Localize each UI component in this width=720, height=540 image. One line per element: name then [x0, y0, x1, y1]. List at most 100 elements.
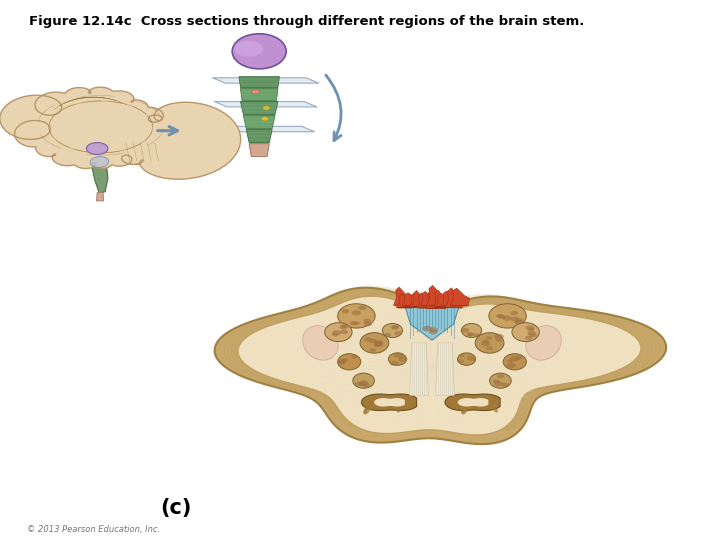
Polygon shape: [240, 102, 278, 114]
Ellipse shape: [503, 354, 526, 370]
Ellipse shape: [528, 330, 536, 335]
Polygon shape: [361, 394, 417, 410]
Ellipse shape: [351, 355, 358, 359]
Ellipse shape: [113, 138, 158, 165]
Ellipse shape: [390, 361, 399, 366]
Ellipse shape: [475, 333, 504, 353]
Polygon shape: [215, 288, 666, 444]
Ellipse shape: [498, 315, 505, 319]
Ellipse shape: [391, 325, 399, 330]
Ellipse shape: [473, 333, 479, 336]
Ellipse shape: [352, 310, 361, 315]
Polygon shape: [215, 102, 318, 107]
Ellipse shape: [528, 327, 534, 331]
Ellipse shape: [486, 336, 492, 340]
Ellipse shape: [332, 330, 341, 335]
Ellipse shape: [341, 329, 348, 334]
Ellipse shape: [486, 346, 493, 350]
Ellipse shape: [459, 354, 464, 357]
Ellipse shape: [467, 355, 476, 361]
Polygon shape: [243, 116, 275, 129]
Ellipse shape: [514, 320, 522, 325]
Ellipse shape: [374, 340, 383, 345]
Polygon shape: [394, 287, 410, 305]
Ellipse shape: [374, 342, 382, 347]
Ellipse shape: [526, 326, 562, 360]
Ellipse shape: [458, 353, 475, 365]
Ellipse shape: [496, 314, 503, 318]
Polygon shape: [420, 292, 436, 306]
Ellipse shape: [363, 383, 370, 387]
Ellipse shape: [338, 303, 375, 328]
Ellipse shape: [429, 329, 438, 334]
Ellipse shape: [341, 325, 347, 328]
Text: © 2013 Pearson Education, Inc.: © 2013 Pearson Education, Inc.: [27, 525, 161, 534]
Ellipse shape: [360, 333, 389, 353]
Ellipse shape: [525, 336, 532, 340]
Ellipse shape: [482, 340, 489, 343]
Ellipse shape: [512, 322, 539, 341]
Polygon shape: [217, 126, 315, 132]
Ellipse shape: [364, 338, 372, 342]
Ellipse shape: [325, 322, 352, 341]
Polygon shape: [92, 159, 108, 193]
Ellipse shape: [503, 315, 512, 321]
Ellipse shape: [496, 339, 502, 342]
Polygon shape: [433, 290, 449, 308]
Polygon shape: [441, 291, 457, 306]
Ellipse shape: [516, 356, 522, 360]
Ellipse shape: [493, 379, 500, 383]
Ellipse shape: [374, 341, 384, 347]
Polygon shape: [445, 288, 464, 308]
Ellipse shape: [467, 332, 474, 336]
Ellipse shape: [481, 341, 490, 346]
Ellipse shape: [462, 323, 482, 338]
Ellipse shape: [360, 380, 369, 385]
Polygon shape: [239, 77, 279, 87]
Ellipse shape: [489, 303, 526, 328]
Ellipse shape: [494, 381, 503, 387]
Polygon shape: [426, 285, 445, 305]
Ellipse shape: [332, 333, 338, 336]
Polygon shape: [212, 78, 319, 83]
Ellipse shape: [338, 361, 345, 365]
Ellipse shape: [90, 157, 109, 167]
Ellipse shape: [392, 325, 399, 329]
Polygon shape: [417, 293, 432, 308]
Text: (c): (c): [161, 497, 192, 518]
Ellipse shape: [384, 333, 391, 337]
Ellipse shape: [342, 358, 348, 362]
Ellipse shape: [338, 354, 361, 370]
Ellipse shape: [398, 357, 408, 362]
Polygon shape: [450, 288, 469, 306]
Ellipse shape: [355, 382, 362, 386]
Polygon shape: [240, 89, 278, 100]
Ellipse shape: [510, 356, 521, 361]
Polygon shape: [238, 296, 641, 435]
Ellipse shape: [429, 327, 438, 332]
Ellipse shape: [529, 333, 536, 338]
Ellipse shape: [350, 321, 357, 325]
Polygon shape: [409, 293, 423, 308]
Ellipse shape: [389, 353, 406, 365]
Ellipse shape: [339, 325, 348, 329]
Ellipse shape: [510, 311, 518, 315]
Ellipse shape: [467, 333, 473, 336]
Ellipse shape: [302, 326, 338, 360]
Polygon shape: [396, 294, 415, 308]
Ellipse shape: [506, 363, 516, 368]
Ellipse shape: [382, 323, 402, 338]
Ellipse shape: [516, 318, 523, 323]
Ellipse shape: [338, 359, 346, 363]
Ellipse shape: [86, 143, 108, 154]
Ellipse shape: [422, 326, 432, 332]
Ellipse shape: [369, 339, 377, 343]
Ellipse shape: [353, 321, 360, 325]
Ellipse shape: [359, 306, 366, 310]
Polygon shape: [458, 398, 488, 407]
Ellipse shape: [424, 325, 440, 336]
Polygon shape: [435, 293, 454, 307]
Ellipse shape: [497, 374, 504, 379]
Polygon shape: [402, 293, 421, 306]
Ellipse shape: [364, 322, 372, 326]
